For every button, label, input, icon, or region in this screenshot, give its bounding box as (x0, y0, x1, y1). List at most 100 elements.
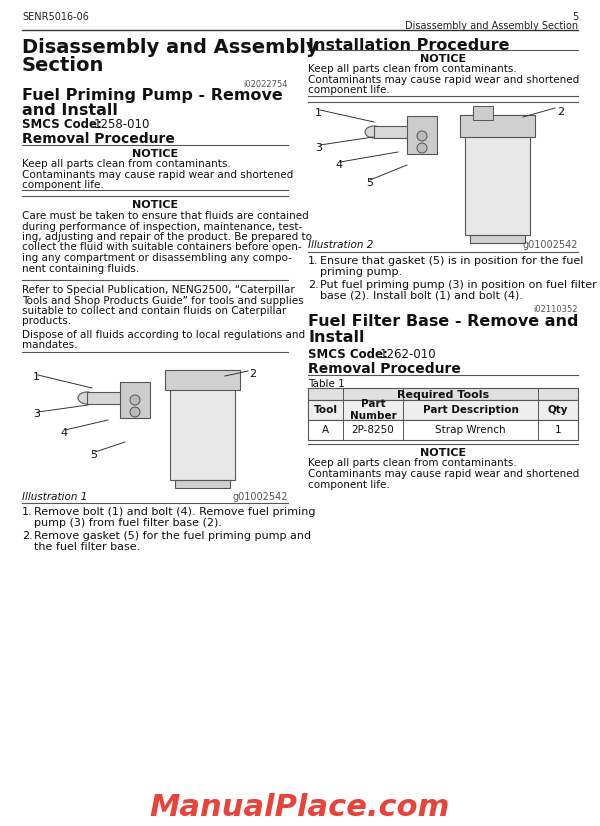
Text: Put fuel priming pump (3) in position on fuel filter: Put fuel priming pump (3) in position on… (320, 280, 597, 290)
Text: Keep all parts clean from contaminants.: Keep all parts clean from contaminants. (308, 64, 517, 74)
Ellipse shape (78, 392, 96, 404)
Text: i02022754: i02022754 (244, 80, 288, 89)
Text: base (2). Install bolt (1) and bolt (4).: base (2). Install bolt (1) and bolt (4). (320, 291, 523, 301)
Text: Removal Procedure: Removal Procedure (308, 362, 461, 376)
Text: 2P-8250: 2P-8250 (352, 425, 394, 435)
Text: Tools and Shop Products Guide” for tools and supplies: Tools and Shop Products Guide” for tools… (22, 296, 304, 306)
Text: g01002542: g01002542 (523, 240, 578, 250)
Bar (308, 388, 578, 400)
Text: Illustration 2: Illustration 2 (308, 240, 373, 250)
Bar (470, 235, 525, 243)
Text: 4: 4 (335, 160, 342, 170)
Bar (473, 106, 493, 120)
Text: Tool: Tool (314, 405, 337, 415)
Text: Dispose of all fluids according to local regulations and: Dispose of all fluids according to local… (22, 330, 305, 340)
Text: component life.: component life. (308, 480, 390, 490)
Text: 2.: 2. (22, 531, 33, 541)
Text: Illustration 1: Illustration 1 (22, 492, 88, 502)
Text: mandates.: mandates. (22, 340, 77, 350)
Circle shape (417, 131, 427, 141)
Ellipse shape (365, 126, 383, 138)
Text: Refer to Special Publication, NENG2500, “Caterpillar: Refer to Special Publication, NENG2500, … (22, 285, 295, 295)
Text: Remove gasket (5) for the fuel priming pump and: Remove gasket (5) for the fuel priming p… (34, 531, 311, 541)
Text: NOTICE: NOTICE (132, 149, 178, 159)
Text: Keep all parts clean from contaminants.: Keep all parts clean from contaminants. (22, 159, 231, 169)
Text: suitable to collect and contain fluids on Caterpillar: suitable to collect and contain fluids o… (22, 306, 286, 316)
Text: 1.: 1. (308, 256, 319, 266)
Text: 2.: 2. (308, 280, 319, 290)
Text: Disassembly and Assembly: Disassembly and Assembly (22, 38, 319, 57)
Text: 1258-010: 1258-010 (94, 118, 151, 131)
Text: Contaminants may cause rapid wear and shortened: Contaminants may cause rapid wear and sh… (308, 469, 579, 479)
Text: Contaminants may cause rapid wear and shortened: Contaminants may cause rapid wear and sh… (22, 170, 293, 180)
Text: Keep all parts clean from contaminants.: Keep all parts clean from contaminants. (308, 458, 517, 468)
Text: SENR5016-06: SENR5016-06 (22, 12, 89, 22)
Text: products.: products. (22, 316, 71, 326)
Text: 3: 3 (33, 409, 40, 419)
Text: Part Description: Part Description (422, 405, 518, 415)
Text: ing any compartment or disassembling any compo-: ing any compartment or disassembling any… (22, 253, 292, 263)
Text: 1: 1 (315, 108, 322, 118)
Bar (120, 382, 150, 418)
Text: Fuel Filter Base - Remove and: Fuel Filter Base - Remove and (308, 314, 578, 329)
Text: 2: 2 (557, 107, 564, 117)
Text: 1262-010: 1262-010 (380, 348, 437, 361)
Text: 5: 5 (366, 178, 373, 188)
Circle shape (130, 407, 140, 417)
Bar (374, 126, 409, 138)
Circle shape (417, 143, 427, 153)
Bar (175, 480, 230, 488)
Text: Installation Procedure: Installation Procedure (308, 38, 509, 53)
Bar (407, 116, 437, 154)
Text: Strap Wrench: Strap Wrench (435, 425, 506, 435)
Text: collect the fluid with suitable containers before open-: collect the fluid with suitable containe… (22, 243, 302, 253)
Text: 2: 2 (249, 369, 256, 379)
Text: Section: Section (22, 56, 104, 75)
Text: during performance of inspection, maintenance, test-: during performance of inspection, mainte… (22, 221, 302, 231)
Text: Ensure that gasket (5) is in position for the fuel: Ensure that gasket (5) is in position fo… (320, 256, 583, 266)
Text: Removal Procedure: Removal Procedure (22, 132, 175, 146)
Text: Part
Number: Part Number (350, 399, 397, 420)
Text: Remove bolt (1) and bolt (4). Remove fuel priming: Remove bolt (1) and bolt (4). Remove fue… (34, 507, 316, 517)
Text: priming pump.: priming pump. (320, 267, 402, 277)
Text: Required Tools: Required Tools (397, 390, 489, 400)
Text: 5: 5 (572, 12, 578, 22)
Text: A: A (322, 425, 329, 435)
Text: i02110352: i02110352 (533, 305, 578, 314)
Bar (170, 370, 235, 480)
Text: SMCS Code:: SMCS Code: (22, 118, 106, 131)
Bar (465, 115, 530, 235)
Bar (460, 115, 535, 137)
Text: ManualPlace.com: ManualPlace.com (150, 793, 450, 822)
Text: NOTICE: NOTICE (420, 54, 466, 64)
Text: 3: 3 (315, 143, 322, 153)
Text: NOTICE: NOTICE (420, 448, 466, 458)
Text: NOTICE: NOTICE (132, 200, 178, 210)
Text: 4: 4 (60, 428, 67, 438)
Text: component life.: component life. (22, 180, 104, 190)
Text: SMCS Code:: SMCS Code: (308, 348, 392, 361)
Text: g01002542: g01002542 (233, 492, 288, 502)
Text: component life.: component life. (308, 85, 390, 95)
Text: 1: 1 (554, 425, 562, 435)
Text: nent containing fluids.: nent containing fluids. (22, 263, 139, 273)
Text: Care must be taken to ensure that fluids are contained: Care must be taken to ensure that fluids… (22, 211, 309, 221)
Text: Fuel Priming Pump - Remove: Fuel Priming Pump - Remove (22, 88, 283, 103)
Text: 1: 1 (33, 372, 40, 382)
Bar (87, 392, 122, 404)
Text: 5: 5 (90, 450, 97, 460)
Bar (165, 370, 240, 390)
Text: Contaminants may cause rapid wear and shortened: Contaminants may cause rapid wear and sh… (308, 75, 579, 85)
Text: Table 1: Table 1 (308, 379, 345, 389)
Circle shape (130, 395, 140, 405)
Text: 1.: 1. (22, 507, 32, 517)
Bar (308, 420, 578, 440)
Text: the fuel filter base.: the fuel filter base. (34, 542, 140, 552)
Text: Disassembly and Assembly Section: Disassembly and Assembly Section (405, 21, 578, 31)
Text: ing, adjusting and repair of the product. Be prepared to: ing, adjusting and repair of the product… (22, 232, 312, 242)
Text: Install: Install (308, 330, 365, 345)
Bar (308, 400, 578, 420)
Text: pump (3) from fuel filter base (2).: pump (3) from fuel filter base (2). (34, 518, 222, 528)
Text: and Install: and Install (22, 103, 118, 118)
Text: Qty: Qty (548, 405, 568, 415)
